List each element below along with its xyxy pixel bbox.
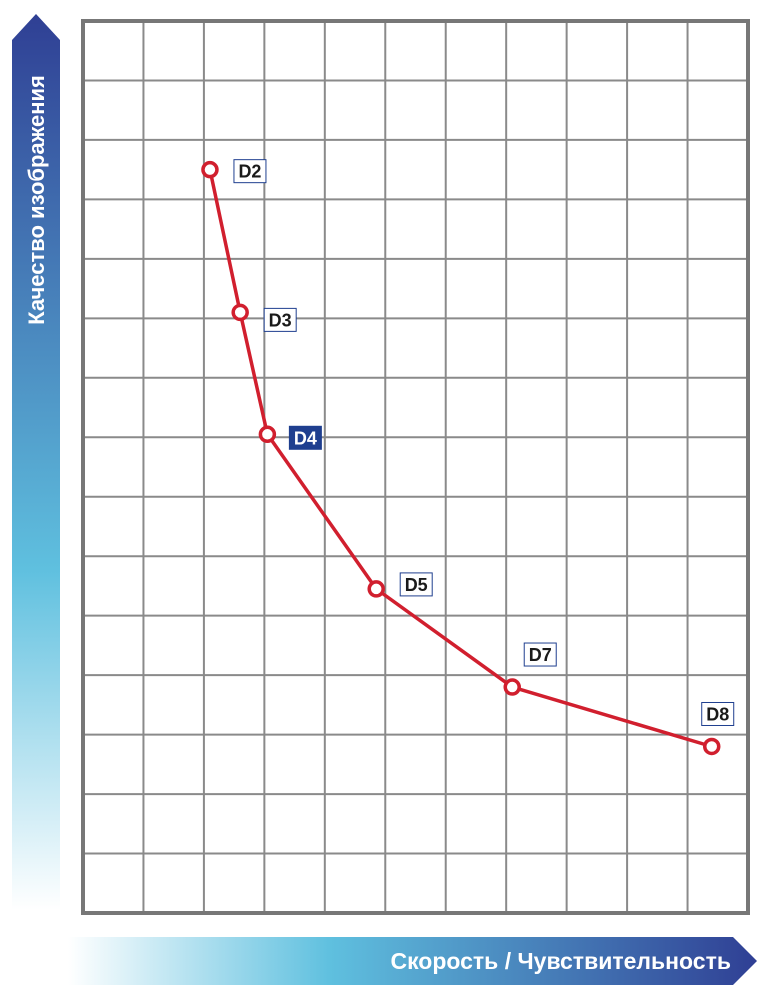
data-label-box — [523, 642, 557, 667]
data-label-text: D4 — [294, 428, 317, 448]
series-group: D2 D3 D4 D5 D7 D8 — [201, 159, 735, 756]
data-label-d2: D2 — [233, 159, 267, 184]
data-point-marker — [258, 425, 277, 444]
data-label-box — [263, 307, 297, 332]
plot-background — [83, 21, 748, 913]
plot-area: D2 D3 D4 D5 D7 D8 — [81, 19, 750, 915]
data-label-box — [288, 425, 322, 450]
data-point-marker — [503, 678, 521, 696]
data-label-d3: D3 — [263, 307, 297, 332]
data-label-text: D7 — [529, 645, 552, 665]
data-point-marker — [201, 160, 219, 179]
data-label-text: D3 — [269, 310, 292, 330]
x-axis-arrow — [68, 937, 757, 985]
series-line — [208, 169, 713, 749]
data-label-box — [701, 701, 735, 726]
data-label-d5: D5 — [399, 572, 433, 597]
data-label-d8: D8 — [701, 701, 735, 726]
data-label-box — [399, 572, 433, 597]
y-axis-label: Качество изображения — [24, 75, 49, 325]
data-label-box — [233, 159, 267, 184]
grid — [83, 21, 748, 913]
data-point-marker — [231, 303, 249, 322]
data-label-text: D2 — [238, 162, 261, 182]
data-point-marker — [702, 737, 721, 756]
data-label-d4: D4 — [288, 425, 322, 450]
data-point-marker — [367, 580, 385, 598]
x-axis-band: Скорость / Чувствительность — [68, 937, 757, 985]
data-label-d7: D7 — [523, 642, 557, 667]
y-axis-arrow — [12, 14, 60, 910]
data-label-text: D8 — [706, 704, 729, 724]
data-label-text: D5 — [405, 575, 428, 595]
plot-frame — [81, 19, 750, 915]
y-axis-band: Качество изображения — [12, 14, 60, 910]
x-axis-label: Скорость / Чувствительность — [390, 948, 731, 974]
